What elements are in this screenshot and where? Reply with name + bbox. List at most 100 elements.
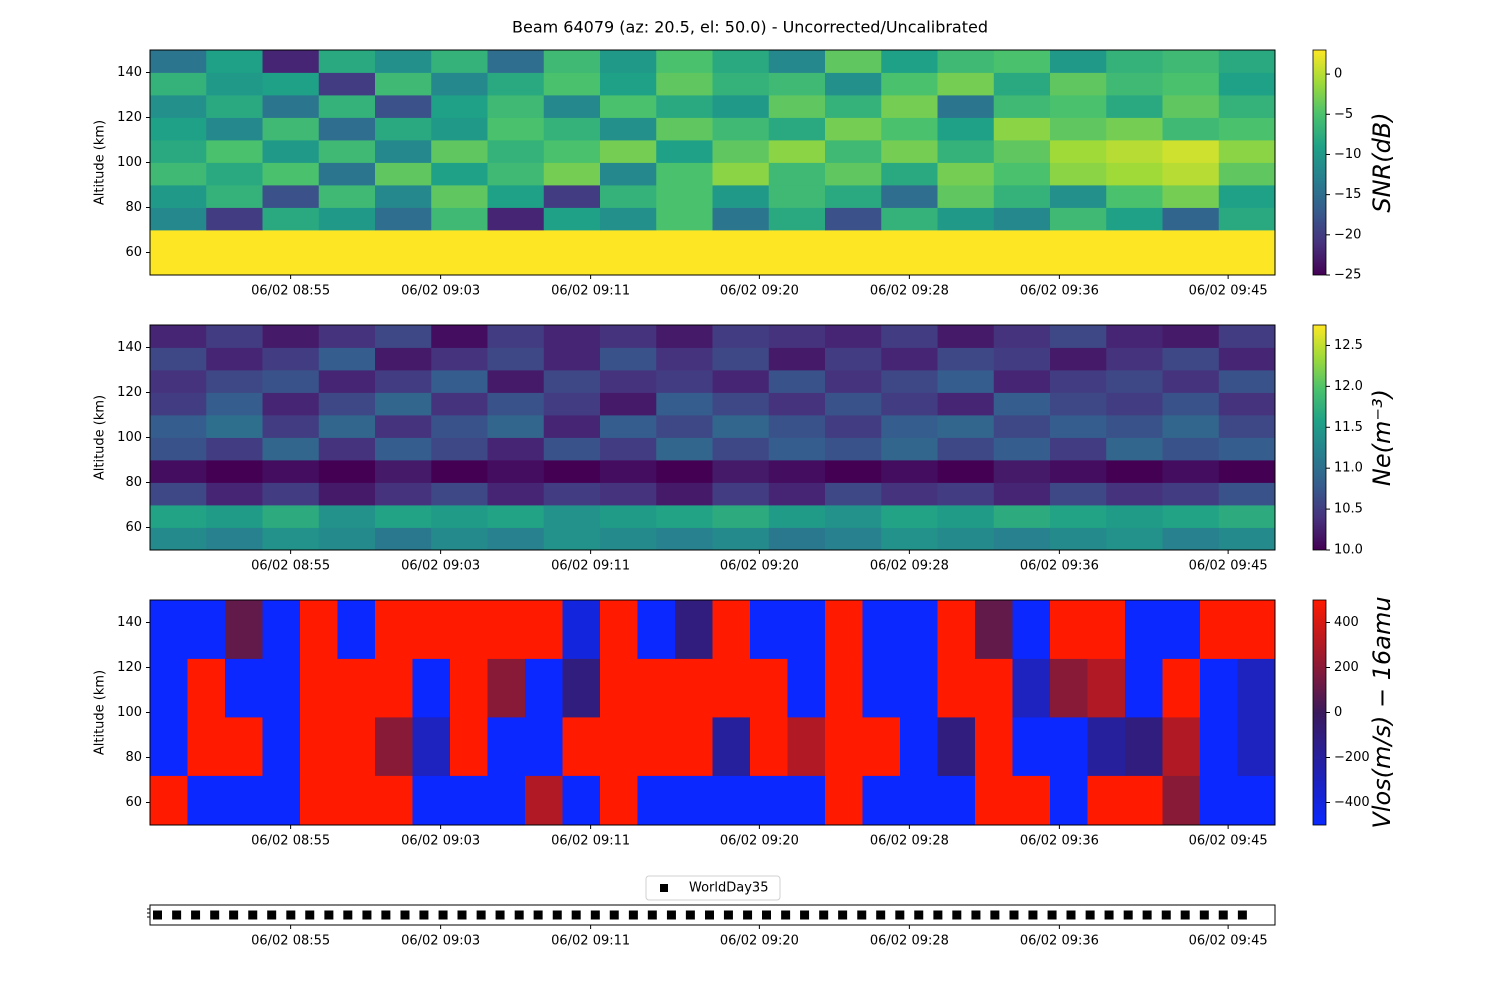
heatmap-cell bbox=[825, 347, 882, 371]
marker bbox=[914, 910, 924, 920]
legend-marker bbox=[660, 884, 668, 892]
heatmap-cell bbox=[993, 185, 1051, 208]
heatmap-cell bbox=[262, 207, 320, 231]
heatmap-cell bbox=[543, 347, 601, 371]
y-tick-label: 80 bbox=[125, 750, 142, 765]
heatmap-cell bbox=[450, 600, 488, 659]
heatmap-cell bbox=[187, 658, 226, 718]
heatmap-cell bbox=[993, 415, 1051, 438]
marker bbox=[1066, 910, 1076, 920]
heatmap-cell bbox=[262, 162, 320, 186]
heatmap-cell bbox=[525, 775, 563, 826]
x-tick-label: 06/02 09:03 bbox=[401, 284, 480, 299]
heatmap-cell bbox=[206, 117, 263, 141]
colorbar-tick-label: 11.5 bbox=[1334, 420, 1363, 435]
heatmap-cell bbox=[1106, 347, 1163, 371]
heatmap-cell bbox=[1218, 415, 1276, 438]
heatmap-cells bbox=[150, 325, 1276, 551]
heatmap-cell bbox=[262, 95, 320, 118]
heatmap-cells bbox=[150, 50, 1276, 276]
heatmap-cell bbox=[337, 717, 376, 776]
heatmap-cell bbox=[881, 392, 938, 416]
heatmap-cell bbox=[262, 370, 320, 393]
heatmap-cell bbox=[825, 230, 882, 253]
heatmap-cell bbox=[1162, 230, 1220, 253]
heatmap-cell bbox=[375, 117, 432, 141]
heatmap-cell bbox=[431, 185, 488, 208]
heatmap-cell bbox=[656, 72, 713, 96]
heatmap-cell bbox=[1087, 658, 1126, 718]
heatmap-cell bbox=[975, 775, 1013, 826]
heatmap-cell bbox=[1200, 600, 1238, 659]
heatmap-cell bbox=[431, 392, 488, 416]
heatmap-cell bbox=[262, 527, 320, 551]
x-tick-label: 06/02 09:28 bbox=[870, 284, 949, 299]
x-tick-label: 06/02 09:36 bbox=[1020, 559, 1099, 574]
marker bbox=[229, 910, 239, 920]
heatmap-cell bbox=[150, 370, 207, 393]
heatmap-cell bbox=[262, 185, 320, 208]
heatmap-cell bbox=[825, 370, 882, 393]
heatmap-cell bbox=[206, 140, 263, 163]
heatmap-cell bbox=[1162, 207, 1220, 231]
marker bbox=[876, 910, 886, 920]
heatmap-cell bbox=[1237, 717, 1276, 776]
heatmap-cell bbox=[150, 658, 188, 718]
heatmap-cell bbox=[768, 207, 826, 231]
heatmap-cell bbox=[712, 185, 770, 208]
heatmap-cell bbox=[375, 207, 432, 231]
heatmap-cell bbox=[1050, 775, 1088, 826]
heatmap-cell bbox=[993, 252, 1051, 276]
x-tick-label: 06/02 08:55 bbox=[251, 284, 330, 299]
heatmap-cell bbox=[412, 600, 451, 659]
heatmap-cell bbox=[431, 72, 488, 96]
heatmap-cell bbox=[862, 717, 901, 776]
heatmap-cell bbox=[975, 717, 1013, 776]
heatmap-cell bbox=[1162, 140, 1220, 163]
heatmap-cell bbox=[150, 527, 207, 551]
heatmap-cell bbox=[1050, 658, 1088, 718]
heatmap-cell bbox=[1162, 775, 1201, 826]
heatmap-cell bbox=[1162, 185, 1220, 208]
heatmap-cell bbox=[1218, 482, 1276, 506]
heatmap-cell bbox=[937, 230, 995, 253]
marker bbox=[666, 910, 676, 920]
heatmap-cell bbox=[1200, 775, 1238, 826]
heatmap-cell bbox=[712, 415, 770, 438]
heatmap-cell bbox=[825, 460, 882, 483]
heatmap-cell bbox=[825, 252, 882, 276]
heatmap-cell bbox=[150, 207, 207, 231]
marker bbox=[1237, 910, 1247, 920]
heatmap-cell bbox=[375, 658, 413, 718]
marker bbox=[305, 910, 315, 920]
marker bbox=[324, 910, 334, 920]
heatmap-cell bbox=[881, 347, 938, 371]
colorbar-tick-label: −15 bbox=[1334, 187, 1361, 202]
heatmap-cell bbox=[993, 325, 1051, 348]
heatmap-cell bbox=[543, 185, 601, 208]
heatmap-cell bbox=[1162, 72, 1220, 96]
y-tick-label: 100 bbox=[117, 705, 142, 720]
heatmap-cell bbox=[487, 325, 545, 348]
heatmap-cell bbox=[375, 347, 432, 371]
heatmap-cell bbox=[300, 658, 338, 718]
heatmap-cell bbox=[150, 185, 207, 208]
heatmap-cell bbox=[487, 347, 545, 371]
x-tick-label: 06/02 09:45 bbox=[1189, 559, 1268, 574]
heatmap-cell bbox=[900, 775, 938, 826]
heatmap-cell bbox=[375, 140, 432, 163]
heatmap-cell bbox=[487, 140, 545, 163]
heatmap-cell bbox=[675, 658, 713, 718]
heatmap-cell bbox=[993, 460, 1051, 483]
heatmap-cell bbox=[487, 482, 545, 506]
heatmap-cell bbox=[825, 775, 863, 826]
heatmap-cell bbox=[600, 95, 657, 118]
heatmap-cell bbox=[543, 527, 601, 551]
heatmap-cell bbox=[431, 50, 488, 73]
colorbar-tick-label: 0 bbox=[1334, 705, 1342, 720]
heatmap-cell bbox=[487, 775, 526, 826]
heatmap-cell bbox=[431, 527, 488, 551]
heatmap-cell bbox=[993, 207, 1051, 231]
heatmap-cell bbox=[187, 717, 226, 776]
heatmap-cell bbox=[825, 717, 863, 776]
